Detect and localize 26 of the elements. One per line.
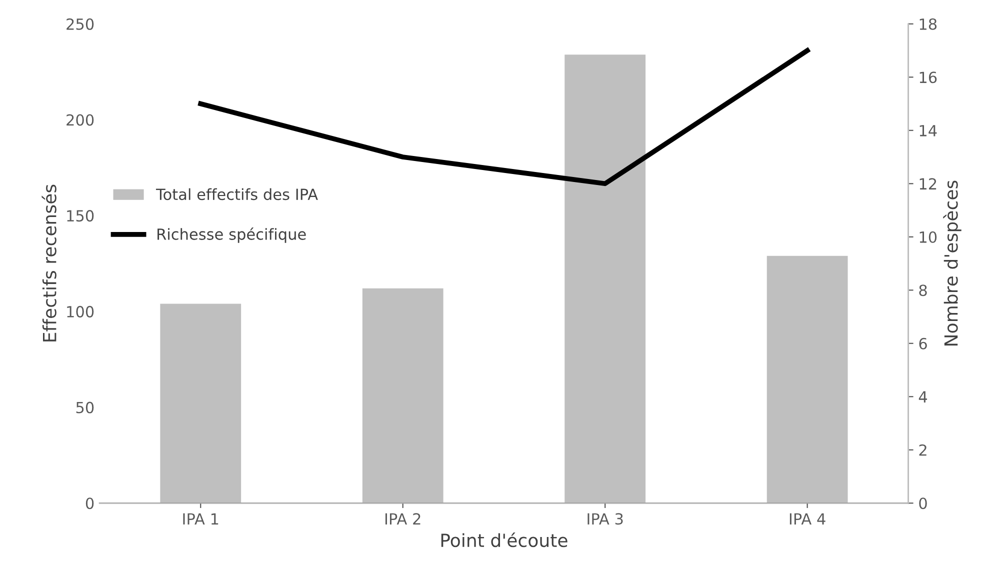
y2-tick-label: 12 <box>920 178 936 190</box>
y2-tick-label: 14 <box>920 125 937 136</box>
y2-tick-label: 10 <box>920 231 937 243</box>
x-axis-title: Point d'écoute <box>441 532 568 548</box>
legend-label: Total effectifs des IPA <box>156 188 318 200</box>
y2-tick-label: 8 <box>919 284 927 296</box>
y2-axis-title: Nombre d'espèces <box>943 180 962 346</box>
y2-tick-label: 0 <box>919 498 927 510</box>
x-tick-label: IPA 3 <box>588 513 623 525</box>
y-axis-title: Effectifs recensés <box>42 184 56 342</box>
y2-tick-label: 6 <box>919 338 927 350</box>
x-tick-label: IPA 2 <box>385 513 420 524</box>
y-tick-label: 150 <box>67 210 94 222</box>
y-tick-label: 250 <box>66 18 94 30</box>
y2-tick-label: 16 <box>920 72 937 84</box>
y-tick-label: 200 <box>66 114 94 126</box>
y2-tick-label: 2 <box>919 444 926 456</box>
x-tick-label: IPA 1 <box>183 513 218 524</box>
y-tick-label: 100 <box>67 306 94 318</box>
x-tick-label: IPA 4 <box>790 513 826 524</box>
y-tick-label: 0 <box>86 498 94 510</box>
y2-tick-label: 4 <box>918 391 928 402</box>
y-tick-label: 50 <box>76 402 94 414</box>
y2-tick-label: 18 <box>920 18 937 30</box>
line-series <box>198 48 810 186</box>
legend-label: Richesse spécifique <box>158 228 306 243</box>
